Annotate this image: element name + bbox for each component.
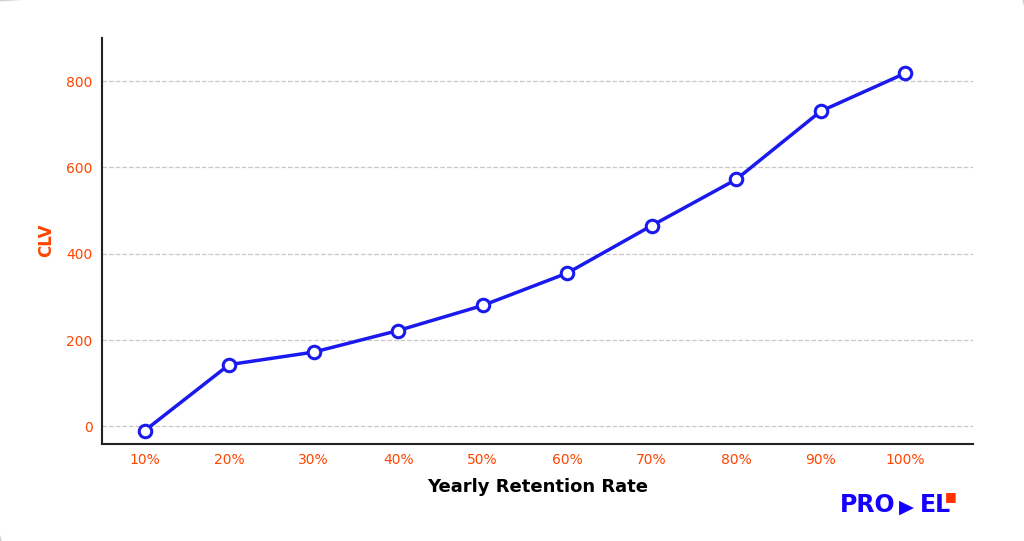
Text: ■: ■ [945, 490, 956, 503]
Y-axis label: CLV: CLV [37, 224, 55, 258]
Text: ▶: ▶ [899, 498, 914, 517]
X-axis label: Yearly Retention Rate: Yearly Retention Rate [427, 478, 648, 497]
Text: EL: EL [920, 493, 950, 517]
Text: PRO: PRO [840, 493, 895, 517]
